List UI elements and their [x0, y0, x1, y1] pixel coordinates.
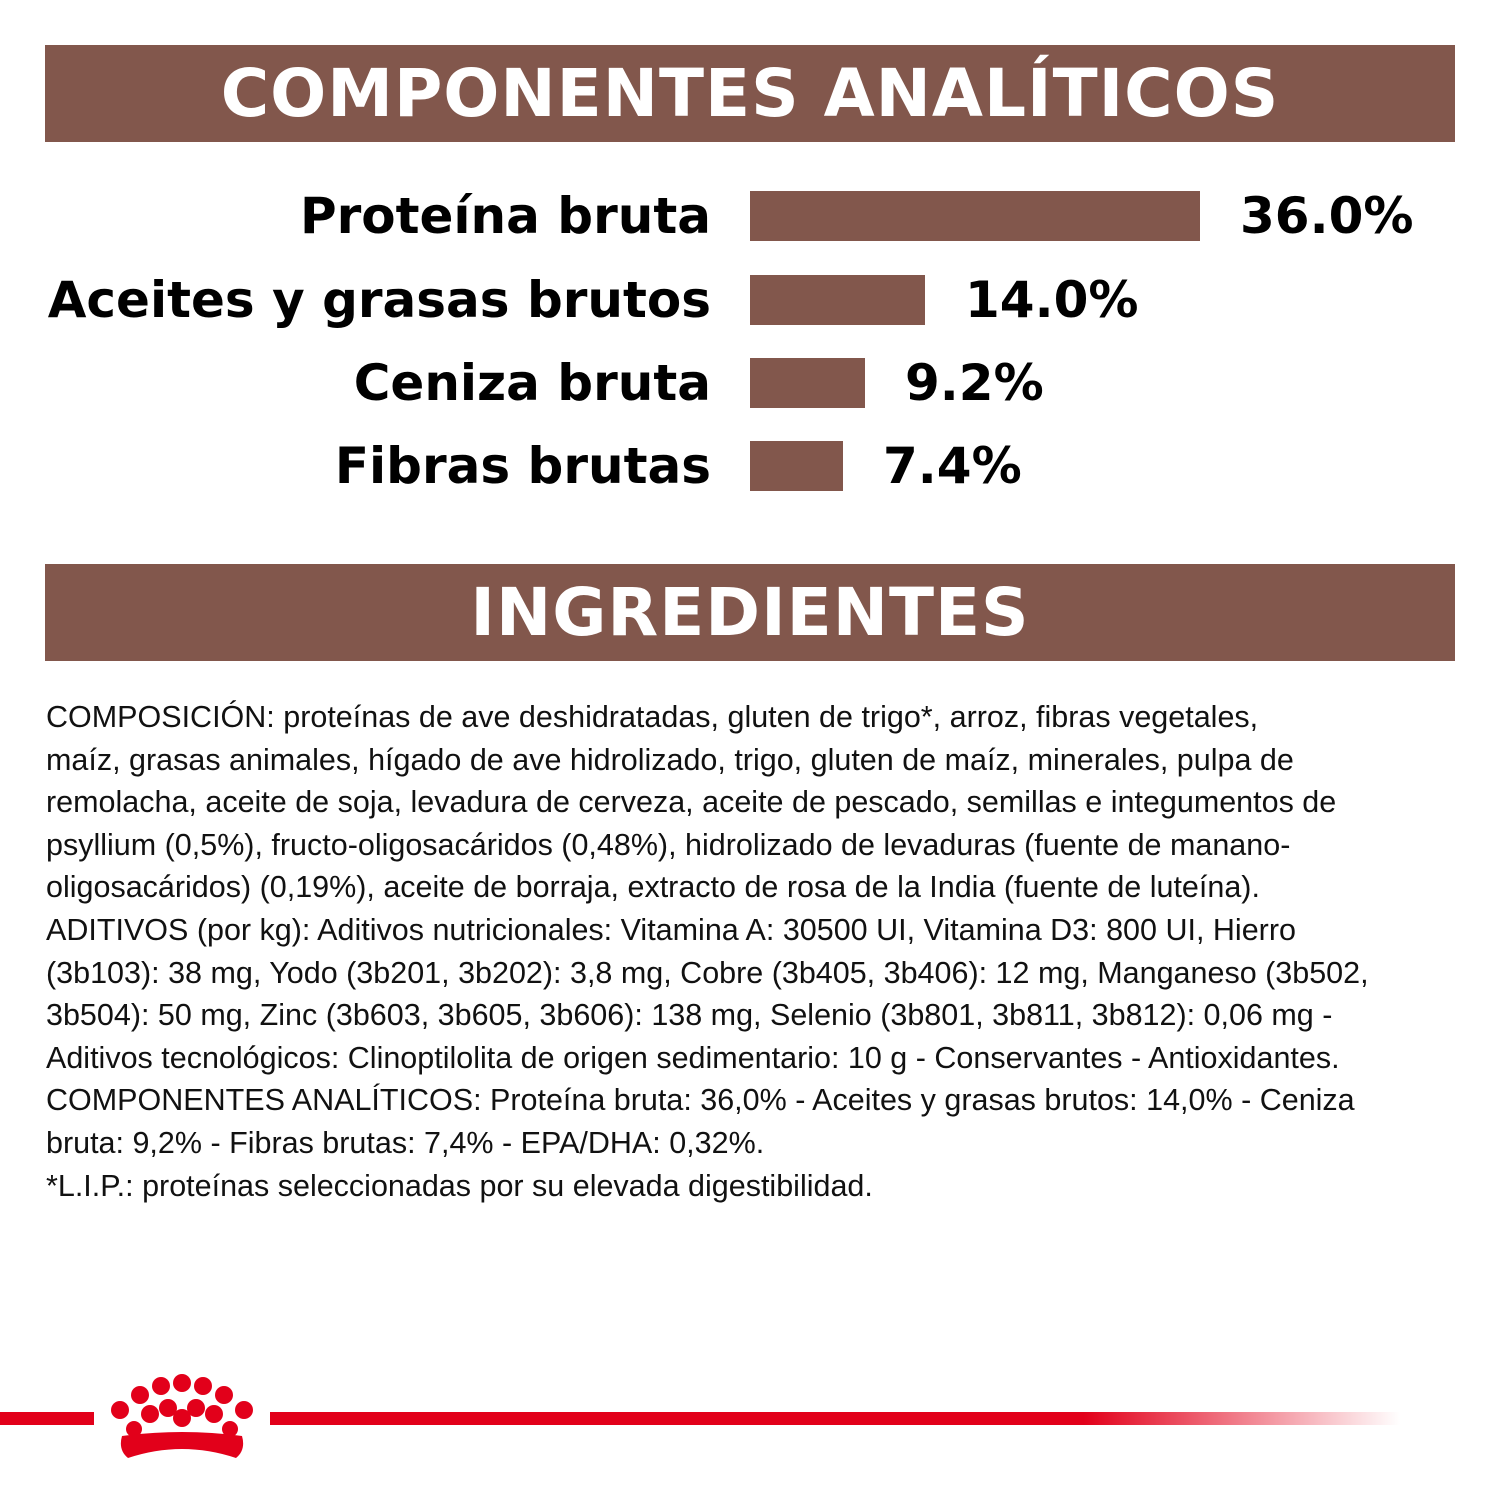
ingredients-line: (3b103): 38 mg, Yodo (3b201, 3b202): 3,8…	[46, 955, 1369, 990]
category-label: Fibras brutas	[334, 437, 711, 495]
category-label: Ceniza bruta	[353, 354, 711, 412]
footer-line-left	[0, 1412, 94, 1425]
ingredients-line: psyllium (0,5%), fructo-oligosacáridos (…	[46, 827, 1291, 862]
ingredients-line: 3b504): 50 mg, Zinc (3b603, 3b605, 3b606…	[46, 998, 1333, 1033]
value-label: 9.2%	[905, 354, 1044, 412]
bar	[750, 441, 843, 491]
value-label: 14.0%	[965, 271, 1139, 329]
ingredients-banner: INGREDIENTES	[45, 564, 1455, 661]
royal-canin-crown-icon	[111, 1374, 253, 1458]
analytic-components-banner: COMPONENTES ANALÍTICOS	[45, 45, 1455, 142]
ingredients-line: ADITIVOS (por kg): Aditivos nutricionale…	[46, 912, 1296, 947]
bar	[750, 358, 865, 408]
ingredients-line: COMPONENTES ANALÍTICOS: Proteína bruta: …	[46, 1083, 1355, 1118]
ingredients-line: maíz, grasas animales, hígado de ave hid…	[46, 742, 1294, 777]
ingredients-line: bruta: 9,2% - Fibras brutas: 7,4% - EPA/…	[46, 1125, 765, 1160]
value-label: 36.0%	[1240, 187, 1414, 245]
ingredients-line: COMPOSICIÓN: proteínas de ave deshidrata…	[46, 700, 1259, 734]
bar	[750, 191, 1200, 241]
ingredients-line: *L.I.P.: proteínas seleccionadas por su …	[46, 1168, 873, 1203]
category-label: Aceites y grasas brutos	[47, 271, 711, 329]
analytic-components-title: COMPONENTES ANALÍTICOS	[220, 55, 1280, 132]
ingredients-title: INGREDIENTES	[470, 574, 1030, 651]
ingredients-line: Aditivos tecnológicos: Clinoptilolita de…	[46, 1040, 1340, 1075]
value-label: 7.4%	[883, 437, 1022, 495]
bar	[750, 275, 925, 325]
ingredients-line: oligosacáridos) (0,19%), aceite de borra…	[46, 870, 1260, 905]
footer-line-right	[270, 1412, 1400, 1425]
ingredients-line: remolacha, aceite de soja, levadura de c…	[46, 785, 1337, 820]
category-label: Proteína bruta	[299, 187, 711, 245]
ingredients-text: COMPOSICIÓN: proteínas de ave deshidrata…	[46, 696, 1456, 1207]
